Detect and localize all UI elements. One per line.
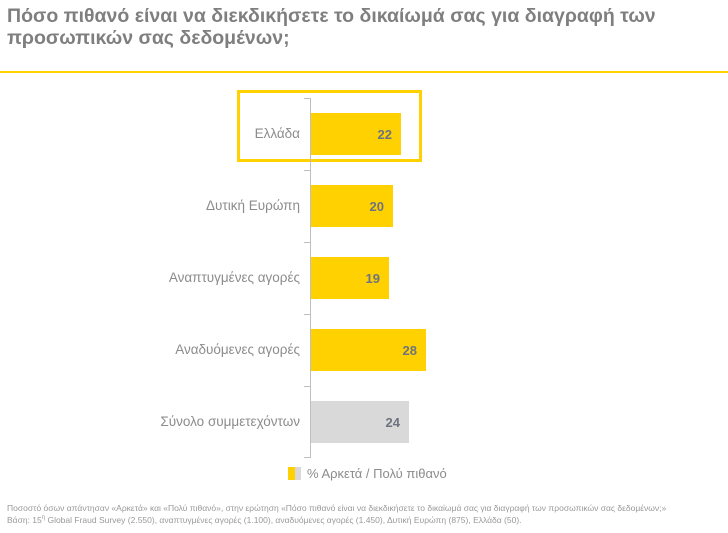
category-label: Δυτική Ευρώπη xyxy=(206,198,300,213)
axis-tick xyxy=(304,386,310,387)
footnote-line-1: Ποσοστό όσων απάντησαν «Αρκετά» και «Πολ… xyxy=(7,503,667,513)
axis-tick xyxy=(304,242,310,243)
bar-row-western-europe: Δυτική Ευρώπη 20 xyxy=(0,170,728,242)
footnote-superscript: η xyxy=(41,515,46,522)
bar-total-respondents: 24 xyxy=(311,401,409,443)
bar-value-label: 28 xyxy=(402,342,417,358)
legend-swatch-yellow xyxy=(288,467,295,480)
legend-swatch-icon xyxy=(288,467,301,480)
category-label: Ελλάδα xyxy=(254,126,300,141)
bar-row-total-respondents: Σύνολο συμμετεχόντων 24 xyxy=(0,386,728,458)
bar-value-label: 20 xyxy=(369,198,384,214)
legend-label: % Αρκετά / Πολύ πιθανό xyxy=(307,466,447,481)
footnotes: Ποσοστό όσων απάντησαν «Αρκετά» και «Πολ… xyxy=(7,502,725,526)
axis-tick xyxy=(304,314,310,315)
bar-emerging-markets: 28 xyxy=(311,329,426,371)
category-axis-line xyxy=(310,98,311,458)
axis-tick xyxy=(304,98,310,99)
bar-developed-markets: 19 xyxy=(311,257,389,299)
bar-value-label: 24 xyxy=(385,414,400,430)
bar-value-label: 22 xyxy=(377,126,392,142)
footnote-line-2: Βάση: 15η Global Fraud Survey (2.550), α… xyxy=(7,515,522,525)
bar-row-emerging-markets: Αναδυόμενες αγορές 28 xyxy=(0,314,728,386)
axis-tick xyxy=(304,457,310,458)
category-label: Σύνολο συμμετεχόντων xyxy=(160,414,300,429)
axis-tick xyxy=(304,170,310,171)
title-divider-rule xyxy=(0,71,728,73)
legend: % Αρκετά / Πολύ πιθανό xyxy=(288,466,447,481)
bar-western-europe: 20 xyxy=(311,185,393,227)
bar-greece: 22 xyxy=(311,113,401,155)
bar-row-greece: Ελλάδα 22 xyxy=(0,98,728,170)
chart-title: Πόσο πιθανό είναι να διεκδικήσετε το δικ… xyxy=(7,5,656,49)
category-label: Αναπτυγμένες αγορές xyxy=(168,270,300,285)
category-label: Αναδυόμενες αγορές xyxy=(175,342,300,357)
legend-swatch-gray xyxy=(295,467,301,480)
bar-row-developed-markets: Αναπτυγμένες αγορές 19 xyxy=(0,242,728,314)
bar-value-label: 19 xyxy=(365,270,380,286)
